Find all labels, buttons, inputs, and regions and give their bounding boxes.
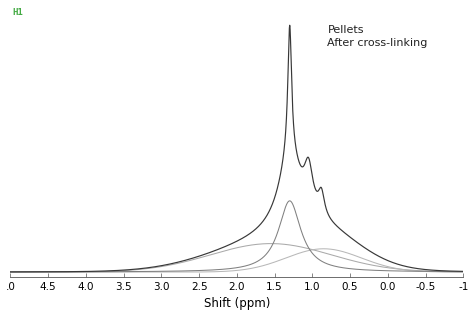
Text: Pellets
After cross-linking: Pellets After cross-linking xyxy=(328,25,428,48)
X-axis label: Shift (ppm): Shift (ppm) xyxy=(204,297,270,310)
Text: H1: H1 xyxy=(13,8,24,17)
